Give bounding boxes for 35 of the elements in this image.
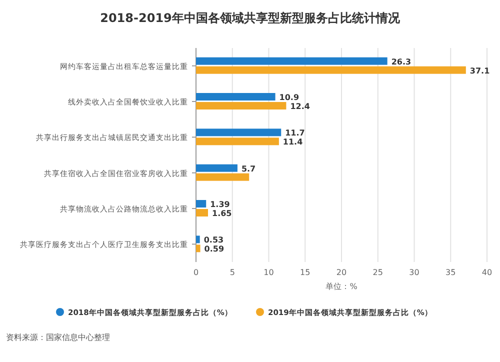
bar (196, 138, 279, 146)
x-tick-label: 20 (336, 268, 347, 277)
chart-title: 2018-2019年中国各领域共享型新型服务占比统计情况 (100, 11, 401, 25)
x-tick-label: 10 (264, 268, 274, 277)
bar (196, 102, 286, 110)
bar (196, 93, 276, 100)
data-label: 11.4 (282, 138, 304, 147)
x-axis-title: 单位：% (326, 282, 358, 291)
x-tick-label: 40 (482, 268, 492, 277)
bar (196, 236, 200, 244)
data-label: 0.59 (204, 244, 224, 254)
bar (196, 66, 466, 74)
bar (196, 200, 206, 208)
text: 资料来源：国家信息中心整理 (6, 333, 110, 342)
x-tick-label: 15 (300, 268, 310, 277)
x-tick-label: 5 (230, 268, 235, 277)
data-label: 10.9 (279, 93, 300, 102)
x-tick-label: 25 (372, 268, 383, 277)
bar (196, 128, 282, 136)
data-label: 11.7 (285, 128, 305, 138)
x-tick-label: 0 (193, 268, 199, 277)
bar (196, 209, 208, 216)
bar (196, 164, 238, 172)
x-tick-label: 35 (446, 268, 456, 277)
data-label: 12.4 (290, 102, 310, 111)
data-label: 1.39 (210, 200, 230, 209)
data-label: 26.3 (391, 57, 412, 66)
data-label: 37.1 (470, 66, 490, 76)
data-label: 5.7 (241, 164, 256, 174)
bar (196, 57, 388, 65)
data-label: 0.53 (204, 236, 224, 245)
x-tick-label: 30 (409, 268, 420, 277)
bar (196, 244, 200, 252)
bar (196, 173, 250, 181)
data-label: 1.65 (212, 209, 232, 218)
